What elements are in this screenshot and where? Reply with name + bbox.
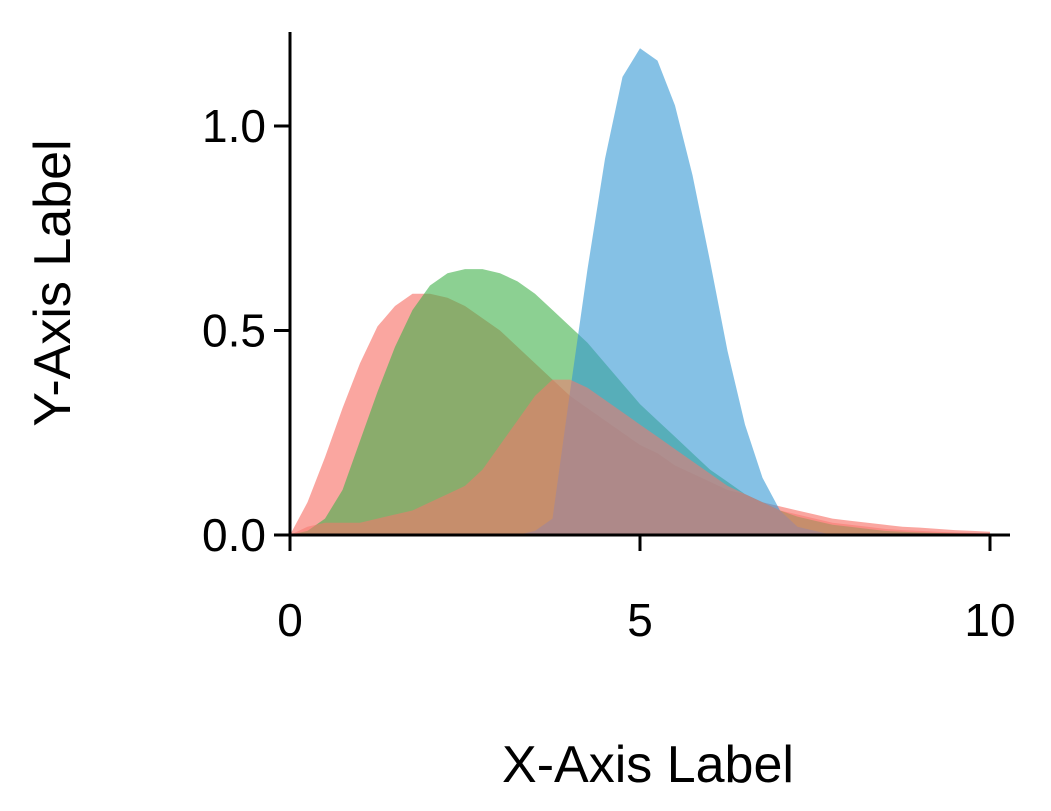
axes-group xyxy=(288,32,1010,537)
x-axis-title: X-Axis Label xyxy=(502,736,794,794)
area-series-3 xyxy=(290,48,990,536)
y-tick-label: 0.5 xyxy=(202,305,266,357)
area-series-4 xyxy=(290,379,990,535)
x-tick-label: 10 xyxy=(964,594,1015,646)
ticks-group: 0 5 10 0.0 0.5 1.0 xyxy=(202,100,1016,646)
y-axis-title: Y-Axis Label xyxy=(24,139,82,426)
x-tick-label: 0 xyxy=(277,594,303,646)
y-tick-label: 1.0 xyxy=(202,100,266,152)
area-series-group xyxy=(290,48,990,536)
area-series-2 xyxy=(290,269,990,535)
x-tick-label: 5 xyxy=(627,594,653,646)
y-tick-label: 0.0 xyxy=(202,509,266,561)
